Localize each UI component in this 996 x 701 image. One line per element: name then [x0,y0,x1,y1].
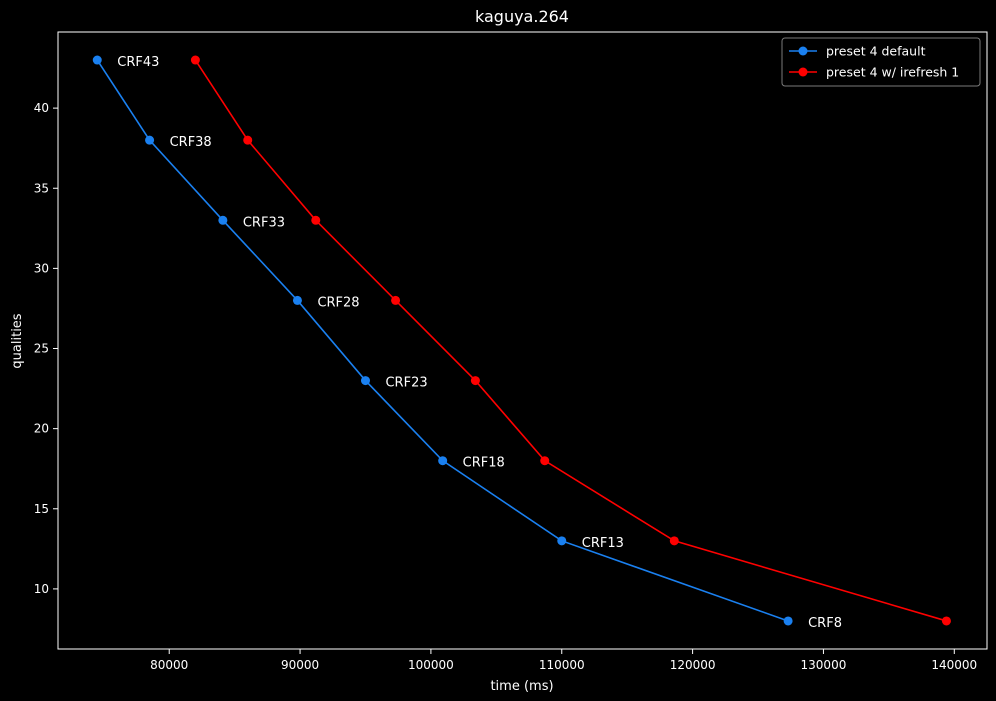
data-point [360,376,370,386]
x-tick-label: 120000 [670,658,716,672]
y-tick-label: 25 [34,342,49,356]
x-tick-label: 140000 [931,658,977,672]
crf-annotation: CRF33 [243,215,285,230]
data-point [92,55,102,65]
series-1 [92,55,793,626]
y-tick-label: 40 [34,101,49,115]
series-layer [92,55,951,626]
data-point [218,215,228,225]
y-axis-label: qualities [10,313,25,368]
series-line [194,59,947,622]
crf-annotation: CRF38 [170,135,212,150]
legend-label: preset 4 default [826,44,926,59]
y-tick-label: 35 [34,181,49,195]
y-axis: 10 15 20 25 30 35 40 [34,101,58,596]
x-tick-label: 80000 [150,658,188,672]
x-tick-label: 130000 [801,658,847,672]
data-point [470,376,480,386]
legend: preset 4 default preset 4 w/ irefresh 1 [781,37,981,87]
plot-frame [57,31,988,650]
legend-box [781,37,981,87]
crf-annotation: CRF18 [463,456,505,471]
data-point [941,616,951,626]
data-point [783,616,793,626]
legend-marker [798,46,808,56]
annotation-layer: CRF43 CRF38 CRF33 CRF28 CRF23 CRF18 CRF13 CRF8 [117,55,842,631]
crf-annotation: CRF28 [317,295,359,310]
x-axis-label: time (ms) [490,679,553,694]
chart-title: kaguya.264 [475,7,569,26]
plot-area [57,31,988,650]
data-point [145,135,155,145]
data-point [243,135,253,145]
x-tick-label: 100000 [408,658,454,672]
data-point [540,456,550,466]
data-point [311,215,321,225]
y-tick-label: 20 [34,422,49,436]
x-tick-label: 110000 [539,658,585,672]
x-axis: 80000 90000 100000 110000 120000 130000 140000 [150,649,977,672]
x-tick-label: 90000 [281,658,319,672]
data-point [391,295,401,305]
data-point [557,536,567,546]
data-point [190,55,200,65]
crf-annotation: CRF13 [582,536,624,551]
series-line [96,59,789,622]
data-point [669,536,679,546]
y-tick-label: 30 [34,261,49,275]
data-point [292,295,302,305]
legend-label: preset 4 w/ irefresh 1 [826,65,959,80]
data-point [438,456,448,466]
crf-annotation: CRF8 [808,616,842,631]
y-tick-label: 10 [34,582,49,596]
crf-annotation: CRF23 [385,376,427,391]
legend-marker [798,67,808,77]
series-2 [190,55,951,626]
crf-annotation: CRF43 [117,55,159,70]
y-tick-label: 15 [34,502,49,516]
